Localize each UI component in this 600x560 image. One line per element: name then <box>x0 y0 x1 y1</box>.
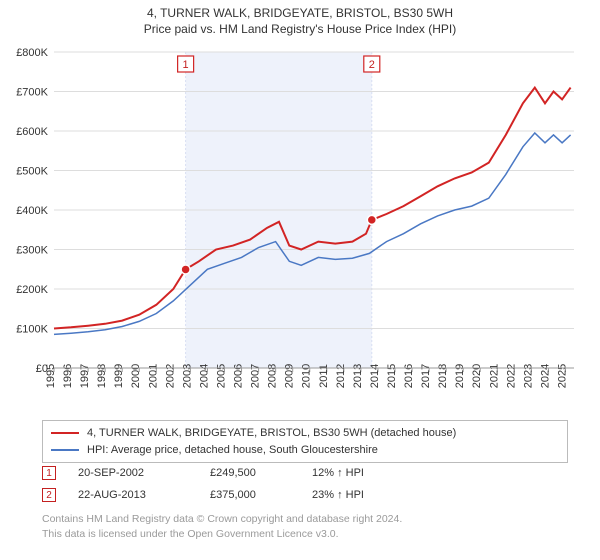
svg-text:2001: 2001 <box>147 364 159 388</box>
svg-text:2016: 2016 <box>403 364 415 388</box>
svg-text:2007: 2007 <box>250 364 262 388</box>
table-row: 2 22-AUG-2013 £375,000 23% ↑ HPI <box>42 484 568 506</box>
svg-text:2010: 2010 <box>301 364 313 388</box>
svg-text:1997: 1997 <box>79 364 91 388</box>
legend-swatch-icon <box>51 449 79 451</box>
svg-text:1: 1 <box>183 59 189 71</box>
svg-text:1995: 1995 <box>45 364 57 388</box>
svg-text:2023: 2023 <box>522 364 534 388</box>
svg-text:2008: 2008 <box>267 364 279 388</box>
svg-text:2013: 2013 <box>352 364 364 388</box>
svg-text:£800K: £800K <box>16 47 48 59</box>
svg-text:2002: 2002 <box>164 364 176 388</box>
svg-text:2021: 2021 <box>488 364 500 388</box>
svg-text:2018: 2018 <box>437 364 449 388</box>
marker-ref-icon: 1 <box>42 466 56 480</box>
sale-pct: 23% ↑ HPI <box>312 489 412 501</box>
svg-text:1998: 1998 <box>96 364 108 388</box>
svg-text:2024: 2024 <box>539 364 551 388</box>
svg-text:2003: 2003 <box>181 364 193 388</box>
svg-text:2025: 2025 <box>556 364 568 388</box>
footer: Contains HM Land Registry data © Crown c… <box>42 512 568 541</box>
title-line1: 4, TURNER WALK, BRIDGEYATE, BRISTOL, BS3… <box>0 6 600 20</box>
svg-text:£200K: £200K <box>16 284 48 296</box>
svg-text:2020: 2020 <box>471 364 483 388</box>
svg-text:2005: 2005 <box>215 364 227 388</box>
legend-item: 4, TURNER WALK, BRIDGEYATE, BRISTOL, BS3… <box>51 425 559 442</box>
svg-text:2004: 2004 <box>198 364 210 388</box>
svg-text:1999: 1999 <box>113 364 125 388</box>
footer-line1: Contains HM Land Registry data © Crown c… <box>42 512 568 527</box>
svg-text:2009: 2009 <box>284 364 296 388</box>
marker-ref-icon: 2 <box>42 488 56 502</box>
legend-swatch-icon <box>51 432 79 434</box>
svg-text:£500K: £500K <box>16 166 48 178</box>
footer-line2: This data is licensed under the Open Gov… <box>42 527 568 542</box>
svg-text:2006: 2006 <box>233 364 245 388</box>
svg-text:2012: 2012 <box>335 364 347 388</box>
legend: 4, TURNER WALK, BRIDGEYATE, BRISTOL, BS3… <box>42 420 568 463</box>
chart-area: £0£100K£200K£300K£400K£500K£600K£700K£80… <box>0 44 600 416</box>
svg-text:£400K: £400K <box>16 205 48 217</box>
sales-table: 1 20-SEP-2002 £249,500 12% ↑ HPI 2 22-AU… <box>42 462 568 506</box>
sale-pct: 12% ↑ HPI <box>312 467 412 479</box>
svg-text:2019: 2019 <box>454 364 466 388</box>
svg-text:1996: 1996 <box>62 364 74 388</box>
svg-text:£600K: £600K <box>16 126 48 138</box>
svg-text:2014: 2014 <box>369 364 381 388</box>
sale-date: 22-AUG-2013 <box>78 489 188 501</box>
title-line2: Price paid vs. HM Land Registry's House … <box>0 22 600 36</box>
sale-price: £249,500 <box>210 467 290 479</box>
chart-svg: £0£100K£200K£300K£400K£500K£600K£700K£80… <box>0 44 600 416</box>
legend-label: 4, TURNER WALK, BRIDGEYATE, BRISTOL, BS3… <box>87 425 456 442</box>
table-row: 1 20-SEP-2002 £249,500 12% ↑ HPI <box>42 462 568 484</box>
svg-text:£700K: £700K <box>16 87 48 99</box>
svg-text:2022: 2022 <box>505 364 517 388</box>
svg-text:2: 2 <box>369 59 375 71</box>
legend-label: HPI: Average price, detached house, Sout… <box>87 442 378 459</box>
sale-date: 20-SEP-2002 <box>78 467 188 479</box>
title-block: 4, TURNER WALK, BRIDGEYATE, BRISTOL, BS3… <box>0 0 600 38</box>
svg-text:2015: 2015 <box>386 364 398 388</box>
sale-price: £375,000 <box>210 489 290 501</box>
chart-container: 4, TURNER WALK, BRIDGEYATE, BRISTOL, BS3… <box>0 0 600 560</box>
svg-text:£100K: £100K <box>16 324 48 336</box>
legend-item: HPI: Average price, detached house, Sout… <box>51 442 559 459</box>
svg-text:2000: 2000 <box>130 364 142 388</box>
svg-text:£300K: £300K <box>16 245 48 257</box>
svg-text:2017: 2017 <box>420 364 432 388</box>
